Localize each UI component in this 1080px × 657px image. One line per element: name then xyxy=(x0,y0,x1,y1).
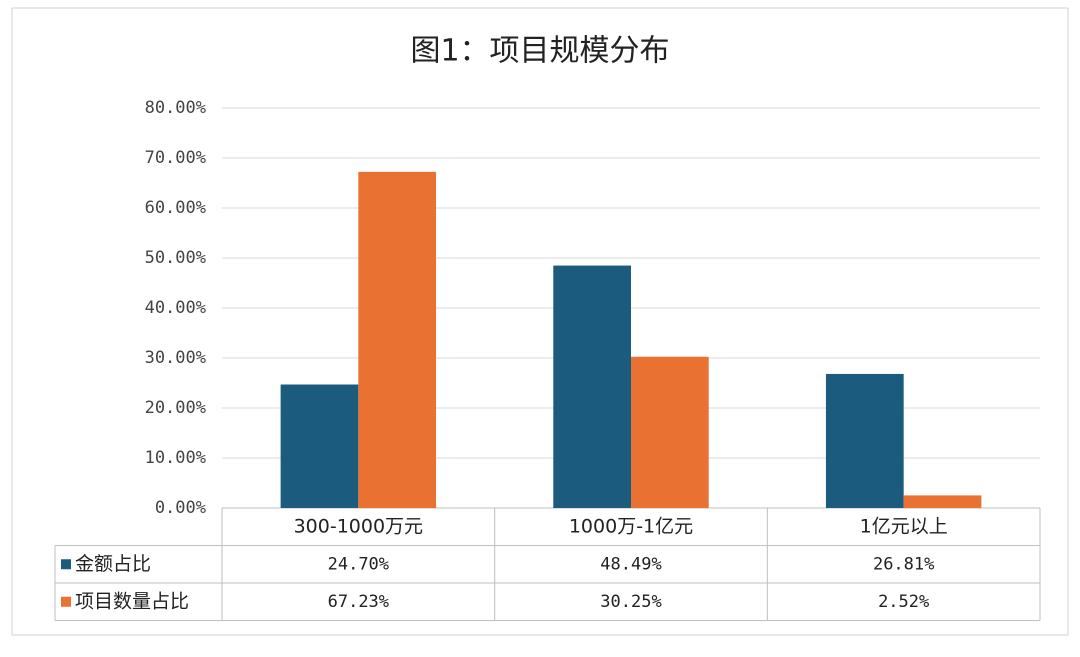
chart-title: 图1：项目规模分布 xyxy=(410,34,669,69)
x-tick-label: 1000万-1亿元 xyxy=(569,515,693,537)
table-cell: 30.25% xyxy=(600,592,661,612)
x-tick-label: 300-1000万元 xyxy=(294,515,423,537)
table-cell: 26.81% xyxy=(873,554,934,574)
legend-swatch xyxy=(61,559,71,570)
bar xyxy=(631,356,709,508)
x-tick-label: 1亿元以上 xyxy=(860,515,948,537)
table-cell: 24.70% xyxy=(328,554,389,574)
y-tick-label: 10.00% xyxy=(145,448,206,468)
table-cell: 67.23% xyxy=(328,592,389,612)
bar xyxy=(280,384,359,508)
bar xyxy=(553,265,631,508)
y-tick-label: 40.00% xyxy=(145,298,206,318)
y-tick-label: 80.00% xyxy=(145,98,206,118)
y-tick-label: 60.00% xyxy=(145,198,206,218)
bar xyxy=(358,171,437,508)
bar xyxy=(825,373,904,508)
y-tick-label: 70.00% xyxy=(145,148,206,168)
y-tick-label: 0.00% xyxy=(155,498,206,518)
legend-label: 金额占比 xyxy=(75,553,151,575)
chart-border xyxy=(11,7,1069,636)
y-tick-label: 30.00% xyxy=(145,348,206,368)
legend-label: 项目数量占比 xyxy=(75,590,189,612)
y-tick-label: 20.00% xyxy=(145,398,206,418)
legend-swatch xyxy=(61,596,71,607)
table-cell: 2.52% xyxy=(878,592,929,612)
table-cell: 48.49% xyxy=(600,554,661,574)
bar xyxy=(903,495,982,508)
y-tick-label: 50.00% xyxy=(145,248,206,268)
